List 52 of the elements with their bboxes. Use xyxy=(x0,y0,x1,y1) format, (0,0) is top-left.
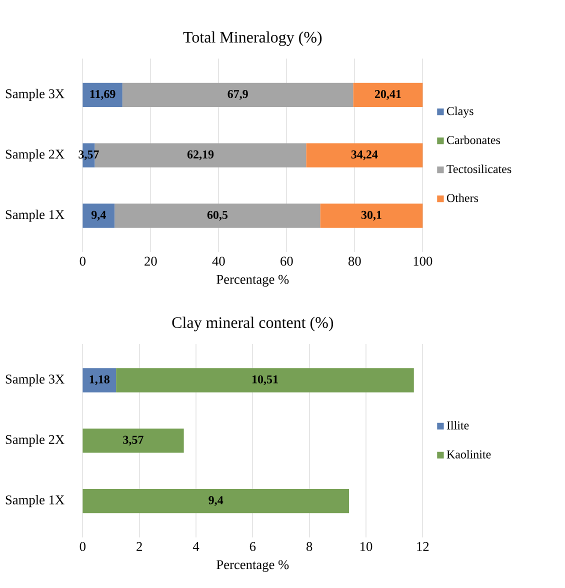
bar xyxy=(82,428,184,453)
data-label: 62,19 xyxy=(187,150,214,160)
data-label: 60,5 xyxy=(207,210,228,221)
x-tick-label: 0 xyxy=(80,542,86,552)
bar xyxy=(82,204,114,228)
x-tick-label: 0 xyxy=(80,256,86,266)
data-label: 1,18 xyxy=(90,375,110,386)
x-tick-label: 60 xyxy=(280,256,293,266)
chart-title: Clay mineral content (%) xyxy=(172,316,333,332)
data-label: 10,51 xyxy=(252,375,278,386)
data-label: 20,41 xyxy=(374,90,401,100)
data-label: 9,4 xyxy=(91,210,106,221)
x-tick-label: 6 xyxy=(250,542,256,551)
data-label: 67,9 xyxy=(228,90,248,100)
y-tick-label: Sample 2X xyxy=(6,434,64,447)
y-tick-label: Sample 3X xyxy=(6,374,64,386)
x-tick-label: 8 xyxy=(306,542,312,552)
x-tick-label: 100 xyxy=(414,256,432,266)
data-label: 9,4 xyxy=(208,496,223,506)
x-axis-title: Percentage % xyxy=(216,560,289,572)
y-tick-label: Sample 2X xyxy=(6,149,64,162)
bar xyxy=(320,204,423,228)
bar xyxy=(116,368,414,392)
legend-label: Tectosilicates xyxy=(446,164,512,174)
x-axis-title: Percentage % xyxy=(216,274,289,287)
legend-label: Others xyxy=(446,194,478,202)
x-tick-label: 2 xyxy=(136,542,142,551)
y-tick-label: Sample 1X xyxy=(6,495,64,508)
x-tick-label: 4 xyxy=(192,542,199,551)
bar xyxy=(82,488,349,514)
data-label: 3,57 xyxy=(123,436,144,446)
data-label: 11,69 xyxy=(90,90,116,100)
bar xyxy=(122,82,354,107)
bar xyxy=(82,82,122,107)
bar xyxy=(82,368,116,392)
bar xyxy=(353,82,423,107)
data-label: 34,24 xyxy=(351,150,378,160)
x-tick-label: 10 xyxy=(360,542,372,552)
bar xyxy=(114,204,320,228)
y-tick-label: Sample 3X xyxy=(6,88,64,101)
x-tick-label: 80 xyxy=(348,256,361,266)
chart-title: Total Mineralogy (%) xyxy=(183,31,322,46)
x-tick-label: 40 xyxy=(212,256,225,266)
bar xyxy=(306,143,423,168)
legend-label: Illite xyxy=(446,421,469,430)
y-tick-label: Sample 1X xyxy=(6,210,64,222)
data-label: 30,1 xyxy=(361,210,382,221)
x-tick-label: 12 xyxy=(417,542,428,551)
legend-label: Clays xyxy=(446,106,474,118)
legend-label: Kaolinite xyxy=(446,450,491,458)
x-tick-label: 20 xyxy=(144,256,157,266)
legend-label: Carbonates xyxy=(446,136,500,144)
